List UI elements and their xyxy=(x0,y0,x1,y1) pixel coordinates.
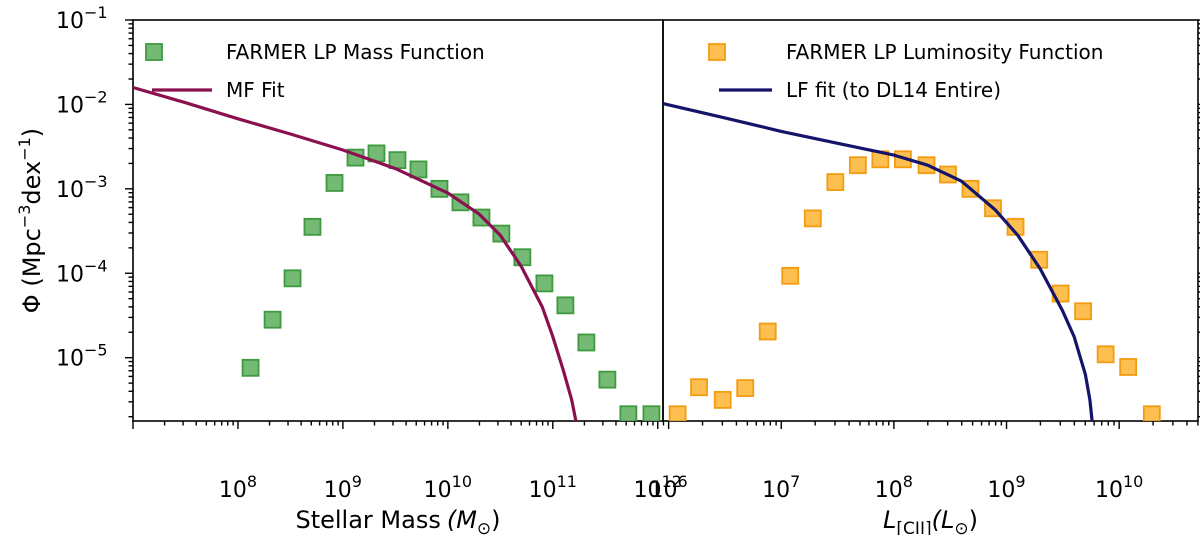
right-data-point xyxy=(668,405,687,421)
x-tick-label: 108 xyxy=(219,472,257,503)
left-data-point xyxy=(535,274,554,293)
right-legend-label: FARMER LP Luminosity Function xyxy=(786,40,1103,64)
left-data-point xyxy=(303,217,322,236)
x-tick-label: 107 xyxy=(762,472,800,503)
right-fit-line xyxy=(663,102,1094,421)
x-tick-label: 109 xyxy=(987,472,1025,503)
y-tick-label: 10−4 xyxy=(56,256,108,287)
right-legend-label: LF fit (to DL14 Entire) xyxy=(786,78,1001,102)
x-tick-label: 1010 xyxy=(424,472,472,503)
right-data-point xyxy=(848,156,867,175)
right-data-point xyxy=(1074,302,1093,321)
y-tick-label: 10−5 xyxy=(56,341,108,372)
right-data-point xyxy=(1142,405,1161,421)
right-x-axis-label: L[CII](L⊙) xyxy=(883,506,978,535)
left-data-point xyxy=(409,160,428,179)
left-panel-frame xyxy=(132,19,664,422)
right-legend-marker xyxy=(708,43,726,61)
left-data-point xyxy=(642,405,661,421)
right-data-point xyxy=(690,378,708,397)
y-tick-label: 10−1 xyxy=(56,3,108,34)
label-layer: 108 109 1010 1011 1012 10−1 10−2 10−3 10−4 10−5 Φ … xyxy=(15,3,1143,535)
left-legend-label: MF Fit xyxy=(226,78,285,102)
left-data-point xyxy=(577,333,596,352)
left-legend-label: FARMER LP Mass Function xyxy=(226,40,485,64)
left-data-point xyxy=(556,296,575,315)
x-tick-label: 1011 xyxy=(529,472,577,503)
y-tick-label: 10−3 xyxy=(56,172,108,203)
left-data-point xyxy=(263,310,282,329)
x-tick-label: 1010 xyxy=(1095,472,1143,503)
right-data-point xyxy=(1096,345,1115,364)
left-data-point xyxy=(598,370,617,389)
x-tick-label: 1012 xyxy=(634,472,682,503)
x-tick-label: 108 xyxy=(875,472,913,503)
left-data-point xyxy=(619,405,638,421)
left-data-point xyxy=(325,174,344,192)
left-data-point xyxy=(492,224,511,243)
axes-layer xyxy=(125,19,1200,429)
right-data-point xyxy=(781,266,800,285)
left-data-point xyxy=(283,269,302,288)
right-panel-plot xyxy=(663,102,1161,421)
left-panel-plot xyxy=(133,85,661,421)
left-data-point xyxy=(241,358,260,377)
x-tick-label: 109 xyxy=(324,472,362,503)
left-fit-line xyxy=(133,85,578,421)
right-data-point xyxy=(736,379,755,397)
right-data-point xyxy=(1119,358,1138,376)
y-tick-label: 10−2 xyxy=(56,87,108,118)
x-tick-label: 106 xyxy=(650,472,688,503)
right-data-point xyxy=(826,173,845,191)
left-x-axis-label: Stellar Mass (M⊙) xyxy=(295,506,500,535)
right-data-point xyxy=(803,209,822,228)
y-axis-label: Φ (Mpc−3dex−1) xyxy=(15,128,46,313)
left-legend-marker xyxy=(145,43,163,61)
right-data-point xyxy=(713,390,732,409)
legend-layer: FARMER LP Mass Function MF Fit FARMER LP L… xyxy=(145,40,1103,102)
right-panel-frame xyxy=(662,19,1199,422)
right-data-point xyxy=(758,322,777,341)
